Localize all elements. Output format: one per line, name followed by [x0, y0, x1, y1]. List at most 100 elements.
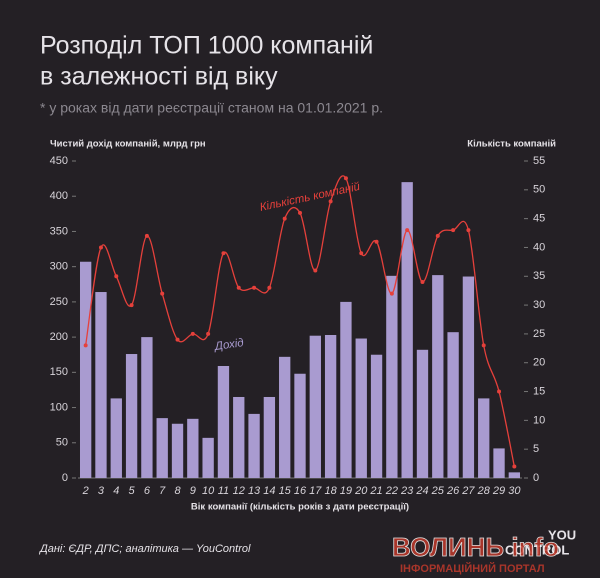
x-tick-label: 21 [369, 485, 382, 497]
point [206, 331, 211, 336]
point [374, 239, 379, 244]
y2-tick-label: 35 [533, 270, 545, 282]
point [420, 280, 425, 285]
point [497, 389, 502, 394]
point [129, 303, 134, 308]
point [114, 274, 119, 279]
x-tick-label: 27 [461, 485, 475, 497]
point [359, 251, 364, 256]
series-annotation: Кількість компаній [259, 181, 362, 214]
x-axis-label: Вік компанії (кількість років з дати реє… [191, 502, 409, 513]
x-tick-label: 17 [309, 485, 322, 497]
bar [95, 292, 107, 478]
bar [187, 418, 199, 478]
x-tick-label: 9 [190, 485, 196, 497]
bar [263, 396, 276, 478]
point [252, 285, 257, 290]
x-tick-label: 25 [431, 485, 445, 497]
x-tick-label: 7 [159, 485, 166, 497]
bar [217, 365, 230, 478]
bar [447, 332, 459, 478]
subtitle: * у роках від дати реєстрації станом на … [40, 100, 383, 116]
y-tick-label: 350 [50, 225, 68, 237]
x-tick-label: 23 [400, 485, 414, 497]
point [175, 337, 180, 342]
bar [370, 354, 383, 478]
point [343, 176, 348, 181]
point [160, 291, 165, 296]
bar [493, 448, 505, 478]
x-tick-label: 16 [294, 485, 307, 497]
bar [478, 398, 490, 478]
y2-tick-label: 50 [533, 184, 545, 196]
x-tick-label: 29 [492, 485, 505, 497]
bar [294, 373, 306, 478]
point [98, 245, 103, 250]
bar [432, 275, 444, 478]
y2-tick-label: 40 [533, 241, 545, 253]
x-tick-label: 8 [174, 485, 181, 497]
watermark: ІНФОРМАЦІЙНИЙ ПОРТАЛ [400, 562, 545, 575]
y2-tick-label: 5 [533, 443, 539, 455]
y-tick-label: 50 [56, 437, 68, 449]
y-tick-label: 100 [50, 401, 68, 413]
y-axis-label: Чистий дохід компаній, млрд грн [50, 139, 206, 150]
y-tick-label: 400 [50, 190, 68, 202]
x-tick-label: 28 [477, 485, 491, 497]
x-tick-label: 3 [98, 485, 105, 497]
bar [416, 349, 429, 478]
bar [355, 338, 367, 478]
point [236, 285, 241, 290]
logo: YOU [548, 527, 576, 542]
source: Дані: ЄДР, ДПС; аналітика — YouControl [38, 543, 251, 555]
y2-tick-label: 20 [533, 357, 545, 369]
bar [233, 396, 245, 478]
y-tick-label: 250 [50, 296, 68, 308]
y2-tick-label: 15 [533, 385, 545, 397]
bar [324, 334, 337, 478]
point [405, 228, 410, 233]
bar [508, 472, 521, 478]
point [481, 343, 486, 348]
x-tick-label: 30 [508, 485, 521, 497]
bar [79, 261, 92, 478]
y-tick-label: 450 [50, 155, 68, 167]
point [221, 251, 226, 256]
chart-title: в залежності від віку [40, 63, 278, 91]
bar [340, 301, 352, 478]
y-tick-label: 300 [50, 261, 68, 273]
y2-tick-label: 30 [533, 299, 545, 311]
point [435, 233, 440, 238]
x-tick-label: 22 [385, 485, 398, 497]
point [313, 268, 318, 273]
bar [141, 337, 153, 478]
point [267, 285, 272, 290]
y-tick-label: 150 [50, 366, 68, 378]
watermark: ВОЛИНЬ info [392, 532, 559, 562]
point [83, 343, 88, 348]
y2-tick-label: 10 [533, 414, 545, 426]
bar [248, 413, 260, 478]
y2-tick-label: 25 [533, 328, 545, 340]
x-tick-label: 14 [263, 485, 275, 497]
y2-tick-label: 0 [533, 472, 539, 484]
point [466, 228, 471, 233]
logo: CONTROL [505, 542, 569, 557]
x-tick-label: 20 [354, 485, 368, 497]
x-tick-label: 24 [415, 485, 428, 497]
x-tick-label: 26 [446, 485, 460, 497]
y-tick-label: 0 [62, 472, 68, 484]
bar [386, 275, 398, 478]
y-tick-label: 200 [50, 331, 68, 343]
x-tick-label: 15 [279, 485, 292, 497]
bar [110, 398, 122, 478]
x-tick-label: 2 [82, 485, 89, 497]
x-tick-label: 4 [113, 485, 119, 497]
bar [462, 276, 475, 478]
bar [401, 182, 413, 478]
x-tick-label: 13 [248, 485, 261, 497]
x-tick-label: 12 [233, 485, 245, 497]
y2-axis-label: Кількість компаній [467, 139, 556, 150]
x-tick-label: 19 [340, 485, 352, 497]
